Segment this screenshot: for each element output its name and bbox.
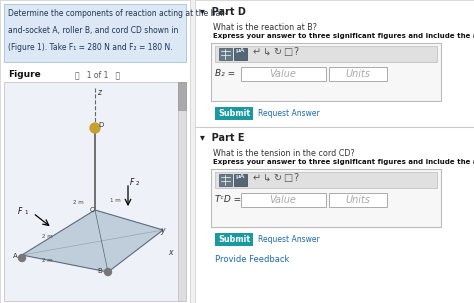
- Bar: [215, 46, 437, 62]
- Text: Value: Value: [270, 195, 296, 205]
- Text: F: F: [130, 178, 134, 187]
- Text: □: □: [283, 173, 292, 183]
- Bar: [234, 48, 247, 60]
- Bar: [215, 233, 253, 246]
- Text: C: C: [90, 207, 95, 213]
- Text: (Figure 1). Take F₁ = 280 N and F₂ = 180 N.: (Figure 1). Take F₁ = 280 N and F₂ = 180…: [8, 43, 173, 52]
- Circle shape: [104, 268, 111, 275]
- Text: Determine the components of reaction acting at the ball-: Determine the components of reaction act…: [8, 9, 228, 18]
- Bar: [0, 0, 190, 303]
- Bar: [219, 48, 232, 60]
- Bar: [215, 107, 253, 120]
- Text: z: z: [97, 88, 101, 97]
- Bar: [241, 193, 326, 207]
- Text: Provide Feedback: Provide Feedback: [215, 255, 289, 264]
- Bar: [4, 4, 186, 62]
- Text: 1 m: 1 m: [110, 198, 121, 203]
- Text: Units: Units: [346, 195, 371, 205]
- Text: B₂ =: B₂ =: [215, 69, 235, 78]
- Text: TᶜD =: TᶜD =: [215, 195, 241, 204]
- Text: B: B: [97, 268, 102, 274]
- Bar: [241, 67, 326, 81]
- Text: 2 m: 2 m: [42, 234, 53, 239]
- Text: ↻: ↻: [273, 47, 281, 57]
- Text: Submit: Submit: [218, 235, 250, 244]
- Text: Submit: Submit: [218, 109, 250, 118]
- Text: μA: μA: [236, 48, 246, 53]
- Text: Figure: Figure: [8, 70, 41, 79]
- Text: D: D: [98, 122, 103, 128]
- Bar: [219, 174, 232, 186]
- Text: ↳: ↳: [263, 47, 271, 57]
- Bar: [215, 172, 437, 188]
- Text: Express your answer to three significant figures and include the appropriate uni: Express your answer to three significant…: [213, 159, 474, 165]
- Bar: [211, 169, 441, 227]
- Bar: [329, 67, 387, 81]
- Text: 2: 2: [136, 181, 139, 186]
- Text: 〈   1 of 1   〉: 〈 1 of 1 〉: [75, 70, 120, 79]
- Text: 2 m: 2 m: [73, 200, 84, 205]
- Text: □: □: [283, 47, 292, 57]
- Text: x: x: [168, 248, 173, 257]
- Text: ▾  Part D: ▾ Part D: [200, 7, 246, 17]
- Text: Request Answer: Request Answer: [258, 235, 320, 244]
- Bar: [234, 174, 247, 186]
- Text: ↵: ↵: [253, 173, 261, 183]
- Text: 1: 1: [24, 210, 27, 215]
- Bar: [178, 82, 186, 110]
- Circle shape: [18, 255, 26, 261]
- Text: A: A: [13, 253, 18, 259]
- Text: ?: ?: [293, 173, 298, 183]
- Bar: [195, 0, 474, 303]
- Bar: [178, 82, 186, 301]
- Text: F: F: [18, 207, 22, 216]
- Text: ↵: ↵: [253, 47, 261, 57]
- Circle shape: [90, 123, 100, 133]
- Text: Value: Value: [270, 69, 296, 79]
- Text: and-socket A, roller B, and cord CD shown in: and-socket A, roller B, and cord CD show…: [8, 26, 178, 35]
- Text: μA: μA: [236, 174, 246, 179]
- Text: Request Answer: Request Answer: [258, 109, 320, 118]
- Text: 2 m: 2 m: [42, 258, 53, 263]
- Text: What is the tension in the cord CD?: What is the tension in the cord CD?: [213, 149, 355, 158]
- Text: ▾  Part E: ▾ Part E: [200, 133, 245, 143]
- Polygon shape: [22, 210, 163, 272]
- Bar: [4, 82, 182, 301]
- Text: ↳: ↳: [263, 173, 271, 183]
- Text: y: y: [160, 226, 164, 235]
- Text: Units: Units: [346, 69, 371, 79]
- Text: Express your answer to three significant figures and include the appropriate uni: Express your answer to three significant…: [213, 33, 474, 39]
- Text: ?: ?: [293, 47, 298, 57]
- Text: What is the reaction at B?: What is the reaction at B?: [213, 23, 317, 32]
- Text: ↻: ↻: [273, 173, 281, 183]
- Bar: [211, 43, 441, 101]
- Bar: [329, 193, 387, 207]
